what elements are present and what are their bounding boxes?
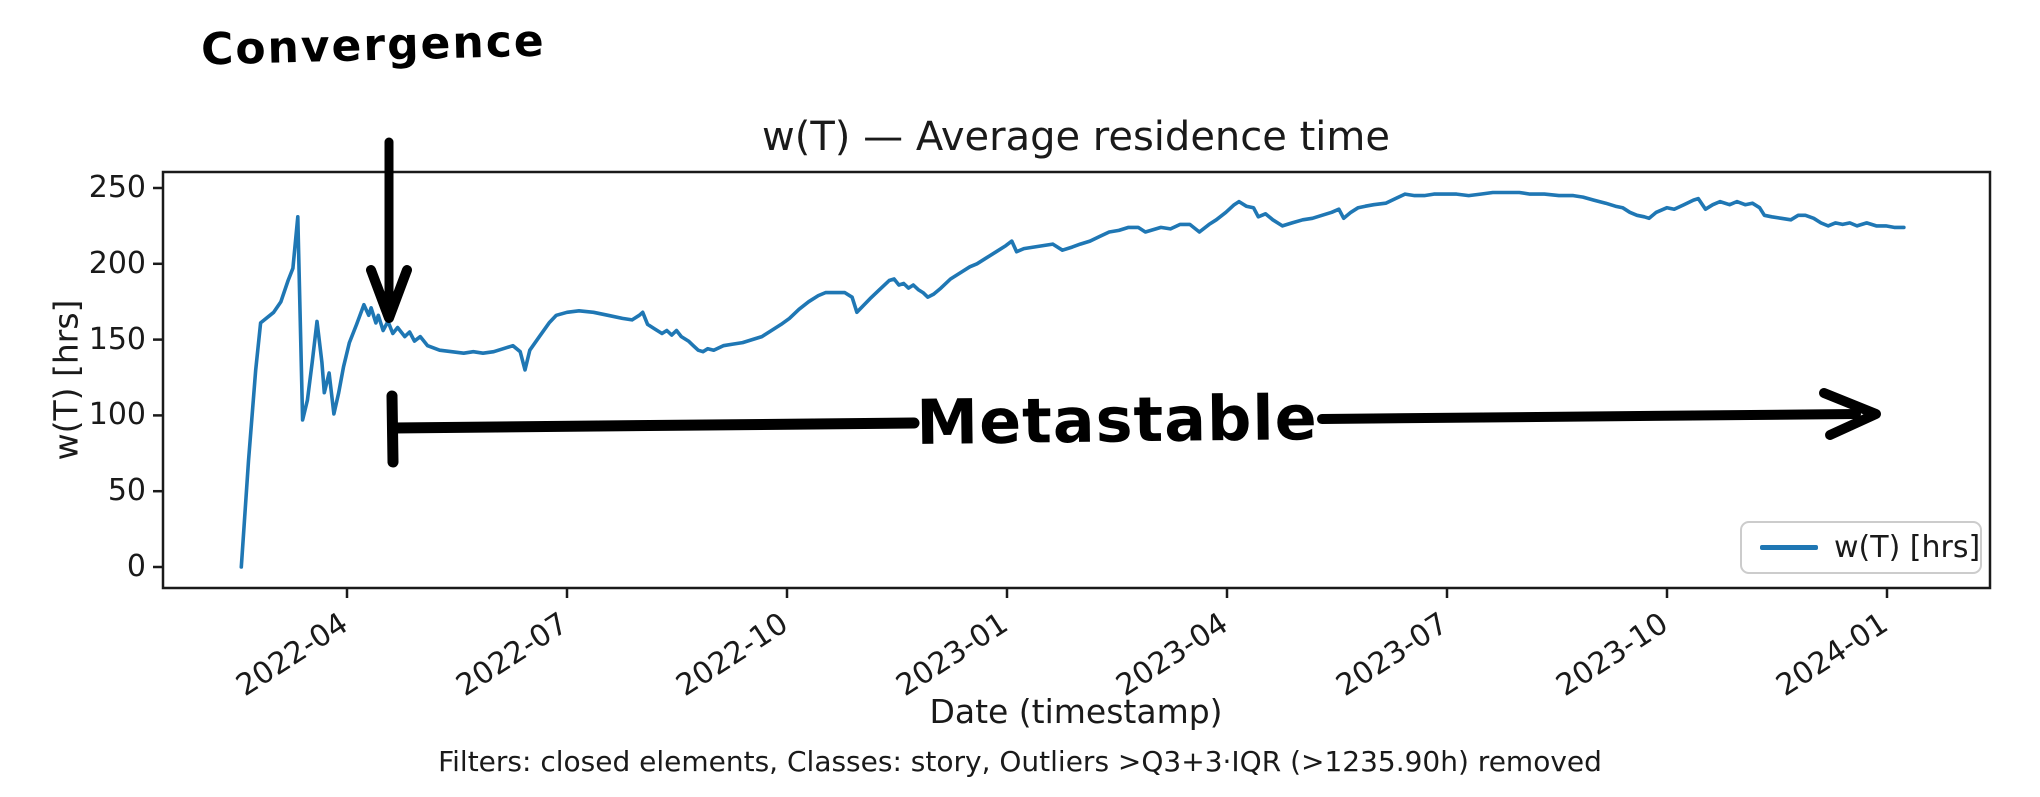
legend-line-sample xyxy=(1760,545,1818,550)
legend-entry-label: w(T) [hrs] xyxy=(1834,530,1981,565)
convergence-annotation-label: Convergence xyxy=(200,15,547,76)
y-tick-label: 150 xyxy=(88,321,146,357)
x-axis-label: Date (timestamp) xyxy=(929,692,1223,731)
y-tick-label: 50 xyxy=(107,473,146,509)
metastable-arrow-right-segment xyxy=(1317,409,1861,424)
data-line xyxy=(239,190,1906,569)
legend-box: w(T) [hrs] xyxy=(1740,521,1982,574)
metastable-arrow-head xyxy=(1819,388,1881,440)
y-axis-label: w(T) [hrs] xyxy=(46,299,86,461)
y-tick-label: 250 xyxy=(88,170,146,205)
metastable-annotation-label: Metastable xyxy=(915,381,1319,459)
chart-title: w(T) — Average residence time xyxy=(762,114,1390,160)
y-tick-label: 100 xyxy=(88,397,146,433)
y-tick-label: 0 xyxy=(126,549,146,584)
y-tick-label: 200 xyxy=(88,245,146,281)
convergence-arrow-head xyxy=(366,265,412,323)
metastable-arrow-left-segment xyxy=(387,417,920,434)
filters-caption: Filters: closed elements, Classes: story… xyxy=(438,745,1602,778)
axes-border xyxy=(161,170,1992,590)
